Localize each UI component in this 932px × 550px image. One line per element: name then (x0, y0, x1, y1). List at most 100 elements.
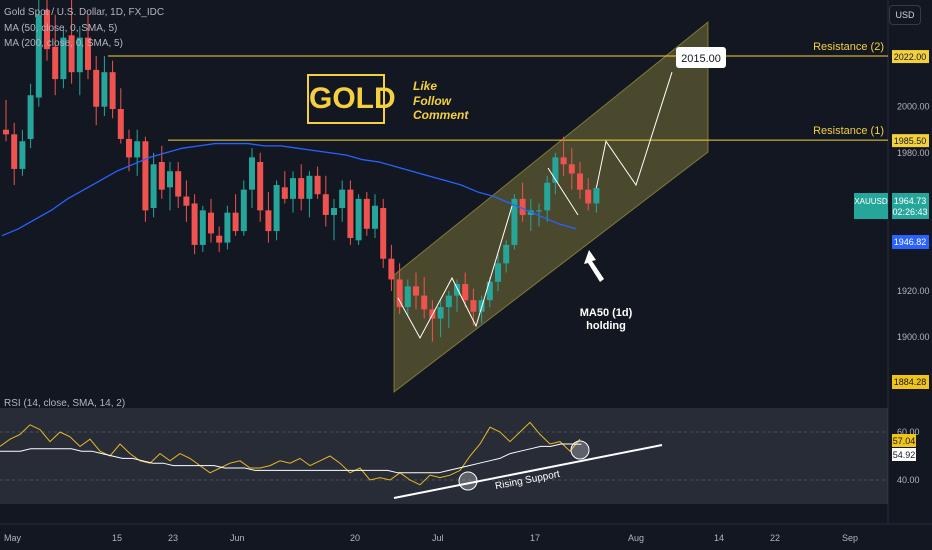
candle-body (11, 134, 18, 169)
rsi-value: 57.04 (893, 436, 916, 446)
candle-body (208, 212, 214, 234)
candle-body (240, 189, 247, 232)
candle-body (281, 187, 288, 199)
candle-body (568, 164, 575, 174)
rsi-line (0, 421, 581, 486)
cta-like: Like (413, 79, 438, 93)
candle-body (265, 210, 272, 232)
symbol-tag (854, 193, 888, 219)
countdown: 02:26:43 (892, 207, 927, 217)
candle-body (372, 205, 378, 229)
candle-body (52, 46, 59, 80)
time-tick-label: 14 (714, 533, 724, 543)
time-tick-label: 23 (168, 533, 178, 543)
candle-body (290, 178, 296, 199)
candle-body (273, 185, 280, 232)
candle-body (421, 295, 428, 310)
candle-body (199, 210, 206, 245)
rising-channel (393, 20, 709, 394)
candle-body (109, 72, 116, 110)
candle-body (462, 284, 469, 301)
candle-body (60, 37, 67, 80)
currency-button[interactable]: USD (889, 5, 921, 25)
candle-body (536, 210, 542, 212)
support-touch-circle (570, 440, 590, 460)
candle-body (339, 189, 346, 209)
ma50-note-line2: holding (586, 320, 626, 332)
time-tick-label: Jul (432, 533, 444, 543)
ma50-price-tag (892, 235, 929, 249)
time-tick-label: Jun (230, 533, 245, 543)
gold-badge: GOLD (307, 74, 396, 124)
pullback-path (547, 167, 579, 216)
price-tick-label: 1900.00 (897, 332, 930, 342)
candle-body (519, 198, 526, 215)
candle-body (150, 164, 157, 209)
candle-body (85, 37, 91, 70)
cta-comment: Comment (413, 108, 469, 122)
candle-body (298, 178, 305, 199)
price-tick-label: 2000.00 (897, 102, 930, 112)
resistance-1-label: Resistance (1) (813, 125, 884, 137)
rsi-scale-40: 40.00 (897, 475, 920, 485)
time-tick-label: Sep (842, 533, 858, 543)
time-tick-label: May (4, 533, 22, 543)
rsi-value-tag (892, 434, 916, 447)
candle-body (142, 141, 149, 211)
resistance-1-price: 1985.50 (894, 136, 927, 146)
candle-body (503, 244, 510, 264)
candle-body (158, 162, 165, 190)
resistance-2-price: 2022.00 (894, 52, 927, 62)
ma50-note-line1: MA50 (1d) (580, 307, 633, 319)
candle-body (224, 212, 231, 243)
candle-body (355, 198, 362, 241)
candle-body (560, 157, 567, 165)
candle-body (593, 187, 600, 204)
candle-body (347, 189, 354, 238)
swing-path (397, 205, 513, 340)
candle-body (413, 286, 419, 296)
rsi-ma-value: 54.92 (893, 450, 916, 460)
time-tick-label: 17 (530, 533, 540, 543)
candle-body (191, 203, 198, 245)
resistance-2-label: Resistance (2) (813, 41, 884, 53)
rsi-scale-60: 60.00 (897, 427, 920, 437)
last-price-tag (892, 193, 929, 219)
time-tick-label: 15 (112, 533, 122, 543)
candle-body (331, 208, 337, 215)
low-price: 1884.28 (894, 377, 927, 387)
candle-body (35, 14, 42, 98)
resistance-2-price-tag (892, 50, 929, 64)
candle-body (437, 307, 444, 319)
candle-body (552, 157, 559, 183)
candle-body (322, 194, 329, 215)
candle-body (257, 162, 264, 211)
rsi-legend: RSI (14, close, SMA, 14, 2) (4, 398, 126, 409)
candle-body (585, 189, 592, 204)
candle-body (404, 286, 411, 308)
price-tick-label: 1980.00 (897, 148, 930, 158)
last-price: 1964.73 (894, 196, 927, 206)
low-price-tag (892, 375, 929, 389)
candle-body (388, 258, 395, 280)
candle-body (175, 171, 182, 197)
candle-body (454, 284, 460, 296)
candle-body (76, 37, 83, 73)
candle-body (495, 263, 501, 282)
candle-body (3, 129, 9, 135)
candle-body (486, 281, 493, 301)
candle-body (314, 175, 321, 195)
candle-body (363, 198, 370, 229)
candle-body (93, 69, 100, 107)
candle-body (134, 141, 141, 158)
price-tick-label: 1920.00 (897, 286, 930, 296)
projection-path (595, 72, 673, 189)
candle-body (44, 10, 50, 50)
candle-body (183, 196, 190, 206)
candle-body (511, 198, 518, 245)
candle-body (232, 212, 239, 232)
candle-body (577, 173, 583, 190)
candle-body (544, 182, 551, 211)
candle-body (101, 72, 108, 107)
